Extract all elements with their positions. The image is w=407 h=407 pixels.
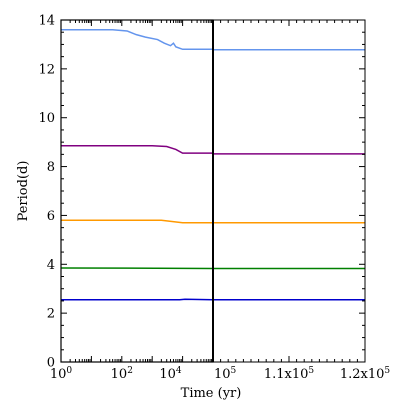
- x-tick-label-exponent: 5: [384, 366, 390, 376]
- x-tick-label-base: 10: [159, 367, 176, 382]
- x-tick-label-exponent: 2: [127, 366, 133, 376]
- y-tick-label: 14: [38, 14, 55, 29]
- x-tick-label: 102: [111, 366, 133, 382]
- y-axis-label: Period(d): [16, 161, 31, 222]
- x-tick-label: 1.1x105: [264, 366, 315, 382]
- series-3-left-line: [61, 219, 213, 224]
- y-tick-label: 8: [47, 160, 55, 175]
- x-tick-label-exponent: 0: [66, 366, 72, 376]
- y-tick-label: 10: [38, 111, 55, 126]
- x-tick-label-base: 10: [214, 367, 231, 382]
- series-layer: [60, 29, 365, 301]
- x-tick-label-exponent: 5: [308, 366, 314, 376]
- panel-1-frame: [60, 19, 214, 363]
- y-tick-label: 2: [47, 307, 55, 322]
- x-tick-label: 104: [159, 366, 182, 382]
- x-tick-label: 105: [214, 366, 237, 382]
- y-tick-label: 4: [47, 258, 55, 273]
- y-tick-label: 6: [47, 209, 55, 224]
- x-axis-label: Time (yr): [181, 386, 242, 401]
- x-tick-label-base: 1.2x10: [340, 367, 385, 382]
- x-tick-label-exponent: 4: [176, 366, 182, 376]
- frame-layer: [60, 19, 366, 363]
- x-tick-label-exponent: 5: [231, 366, 237, 376]
- series-2-left-line: [61, 145, 213, 154]
- x-tick-label: 100: [50, 366, 73, 382]
- y-tick-label: 12: [38, 62, 55, 77]
- x-tick-label-base: 1.1x10: [264, 367, 309, 382]
- x-tick-label: 1.2x105: [340, 366, 391, 382]
- y-tick-label: 0: [47, 356, 55, 371]
- panel-2-frame: [212, 19, 366, 363]
- x-tick-label-base: 10: [50, 367, 67, 382]
- series-1-left-line: [61, 29, 213, 51]
- x-tick-label-base: 10: [111, 367, 128, 382]
